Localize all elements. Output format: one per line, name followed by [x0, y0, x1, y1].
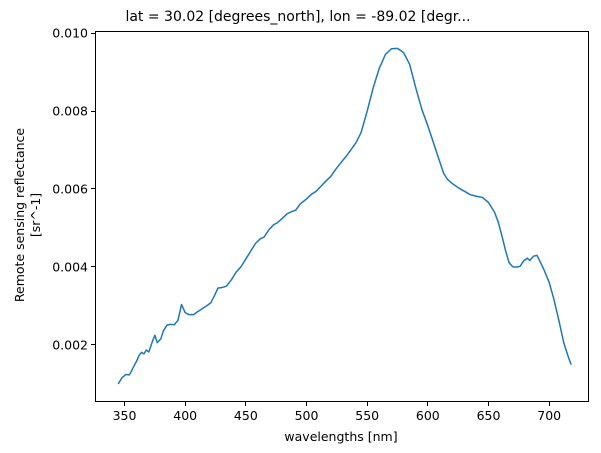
y-tick-label: 0.002 [52, 337, 88, 353]
x-tick-mark [306, 402, 307, 406]
x-tick-label: 550 [355, 408, 380, 423]
data-line [117, 47, 572, 385]
chart-title: lat = 30.02 [degrees_north], lon = -89.0… [125, 9, 471, 25]
x-tick-label: 650 [476, 408, 501, 423]
y-tick-label: 0.008 [52, 103, 88, 119]
x-tick-mark [124, 402, 125, 406]
y-tick-mark [91, 188, 95, 190]
plot-area [95, 31, 589, 402]
x-tick-mark [488, 402, 489, 406]
x-tick-label: 500 [294, 408, 319, 423]
y-tick-mark [91, 32, 95, 34]
x-axis-label: wavelengths [nm] [284, 429, 398, 444]
x-tick-mark [245, 402, 247, 406]
y-axis-label-line2: [sr^-1] [28, 192, 43, 238]
x-tick-mark [184, 402, 186, 406]
line-plot-canvas [117, 47, 572, 385]
y-tick-mark [91, 344, 95, 346]
y-axis-label-line1: Remote sensing reflectance [11, 127, 27, 303]
y-tick-label: 0.010 [52, 25, 88, 41]
y-tick-mark [91, 266, 95, 268]
y-tick-label: 0.006 [52, 181, 88, 197]
y-axis-label: Remote sensing reflectance [sr^-1] [12, 128, 45, 302]
x-tick-mark [366, 402, 368, 406]
y-tick-label: 0.004 [52, 259, 88, 275]
x-tick-label: 700 [537, 408, 562, 423]
x-tick-label: 600 [415, 408, 440, 423]
x-tick-label: 400 [173, 408, 198, 423]
y-tick-mark [91, 110, 95, 112]
x-tick-label: 350 [112, 408, 137, 423]
x-tick-label: 450 [233, 408, 258, 423]
x-tick-mark [548, 402, 550, 406]
x-tick-mark [427, 402, 429, 406]
